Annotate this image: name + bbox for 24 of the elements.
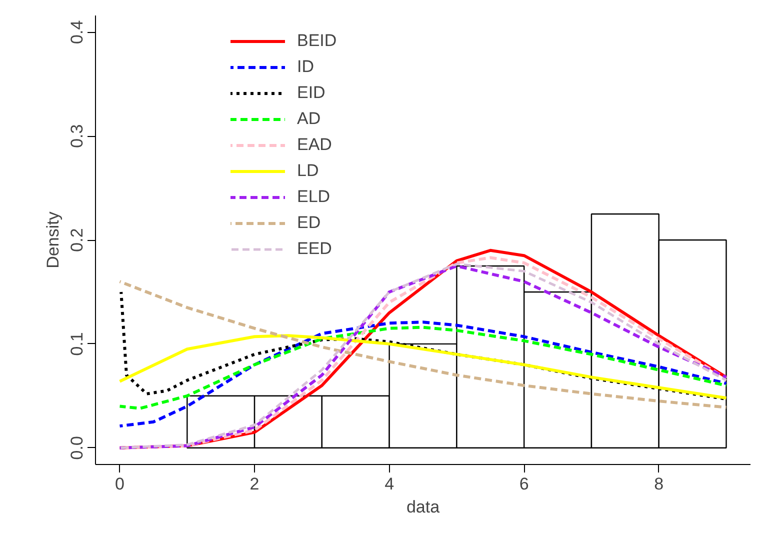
legend-label: EID bbox=[297, 83, 326, 103]
legend-label: ELD bbox=[297, 187, 330, 207]
x-tick-label: 2 bbox=[250, 474, 260, 494]
legend-label: EAD bbox=[297, 135, 332, 155]
line-series bbox=[118, 326, 728, 410]
y-tick-label: 0.0 bbox=[68, 436, 86, 460]
x-tick-label: 8 bbox=[654, 474, 664, 494]
x-tick-label: 6 bbox=[519, 474, 529, 494]
line-series bbox=[118, 334, 728, 400]
legend-label: ED bbox=[297, 213, 321, 233]
legend-label: BEID bbox=[297, 31, 337, 51]
x-tick-label: 4 bbox=[384, 474, 394, 494]
y-tick-label: 0.4 bbox=[68, 20, 86, 44]
legend-label: EED bbox=[297, 239, 332, 259]
x-axis-title: data bbox=[406, 498, 440, 516]
legend-label: LD bbox=[297, 161, 319, 181]
x-tick-label: 0 bbox=[115, 474, 124, 494]
y-tick-label: 0.1 bbox=[68, 332, 86, 356]
line-series bbox=[118, 320, 728, 428]
y-tick-label: 0.3 bbox=[68, 124, 86, 148]
y-tick-label: 0.2 bbox=[68, 228, 86, 252]
legend-label: AD bbox=[297, 109, 321, 129]
y-axis-title: Density bbox=[44, 211, 62, 268]
legend-label: ID bbox=[297, 57, 315, 77]
